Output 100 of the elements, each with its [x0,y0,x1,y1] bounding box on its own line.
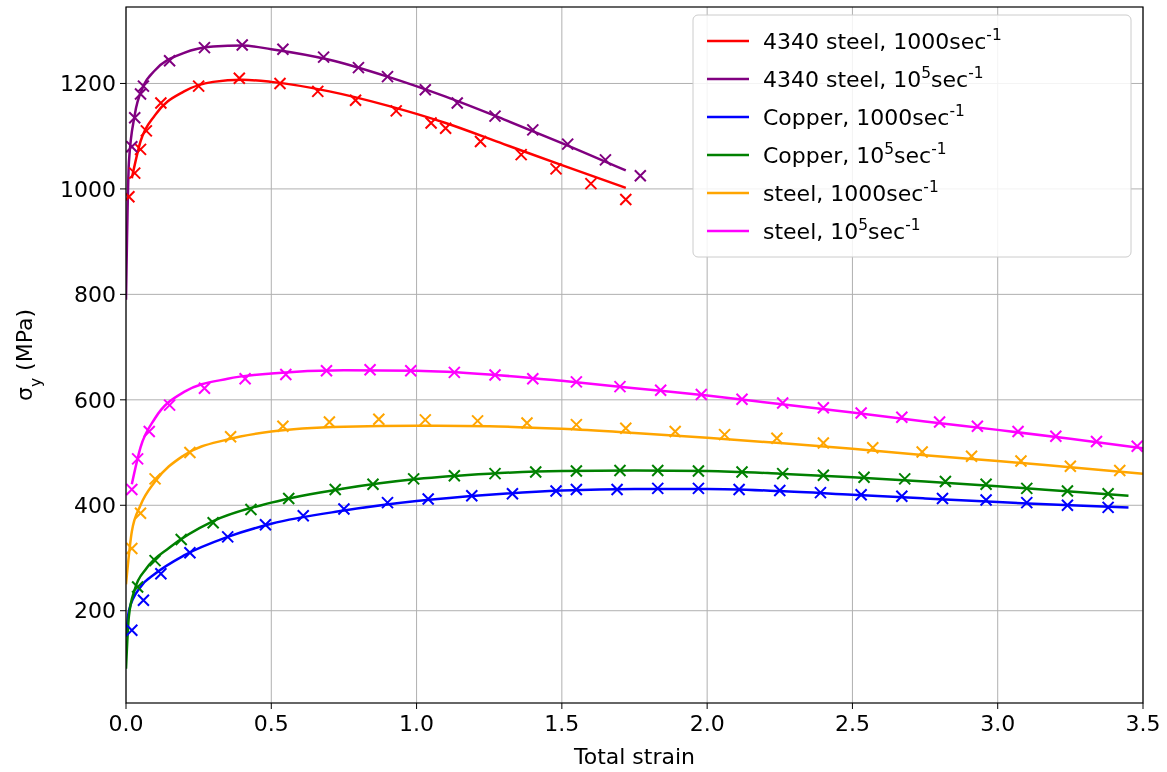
point [131,452,145,466]
point [816,468,830,482]
point [1063,459,1077,473]
point [154,567,168,581]
point [349,93,363,107]
point [773,484,787,498]
x-tick-label: 1.5 [544,711,580,736]
point [816,436,830,450]
point [424,116,438,130]
point [311,84,325,98]
point [381,70,395,84]
point [936,491,950,505]
legend-label: Copper, 10$^{5}$sec$^{-1}$ [763,139,947,168]
point [183,446,197,460]
point [128,166,142,180]
point [136,79,150,93]
point [1020,481,1034,495]
point [1113,463,1127,477]
point [569,418,583,432]
point [813,486,827,500]
point [569,375,583,389]
point [450,96,464,110]
legend-label: steel, 10$^{5}$sec$^{-1}$ [763,215,921,244]
point [651,481,665,495]
point [965,449,979,463]
point [154,96,168,110]
x-tick-label: 3.5 [1125,711,1161,736]
point [465,489,479,503]
point [351,61,365,75]
point [776,396,790,410]
x-tick-label: 0.5 [253,711,289,736]
point [770,431,784,445]
point [898,472,912,486]
point [439,121,453,135]
legend-label: steel, 1000sec$^{-1}$ [763,177,939,206]
point [1060,484,1074,498]
point [610,482,624,496]
point [895,489,909,503]
y-tick-label: 1200 [60,71,116,97]
legend-label: 4340 steel, 1000sec$^{-1}$ [763,25,1002,54]
point [526,372,540,386]
point [126,482,139,496]
point [389,104,403,118]
point [979,493,993,507]
point [238,372,252,386]
point [854,488,868,502]
point [126,542,139,556]
point [970,419,984,433]
point [244,502,258,516]
x-tick-label: 2.0 [689,711,725,736]
point [561,137,575,151]
point [549,162,563,176]
point [1049,429,1063,443]
point [732,482,746,496]
point [258,518,272,532]
point [232,71,246,85]
point [1060,498,1074,512]
y-tick-label: 600 [74,387,116,413]
point [322,415,336,429]
point [619,192,633,206]
point [372,412,386,426]
point [381,496,395,510]
point [273,76,287,90]
point [366,477,380,491]
point [613,380,627,394]
point [514,148,528,162]
point [613,463,627,477]
point [895,410,909,424]
point [328,482,342,496]
x-tick-label: 3.0 [980,711,1016,736]
point [866,441,880,455]
point [505,487,519,501]
point [569,464,583,478]
point [142,424,156,438]
point [128,111,142,125]
point [447,365,461,379]
point [569,482,583,496]
point [235,38,249,52]
point [488,109,502,123]
x-tick-label: 1.0 [399,711,435,736]
point [224,430,238,444]
x-tick-label: 0.0 [108,711,144,736]
x-axis-title: Total strain [572,744,696,769]
point [1020,496,1034,510]
point [131,580,145,594]
point [148,472,162,486]
point [174,533,188,547]
point [1101,500,1115,514]
point [421,492,435,506]
point [163,398,177,412]
point [1014,454,1028,468]
point [549,484,563,498]
point [282,491,296,505]
point [979,477,993,491]
point [598,153,612,167]
point [319,364,333,378]
point [337,502,351,516]
y-tick-label: 400 [74,492,116,518]
point [407,472,421,486]
point [691,481,705,495]
